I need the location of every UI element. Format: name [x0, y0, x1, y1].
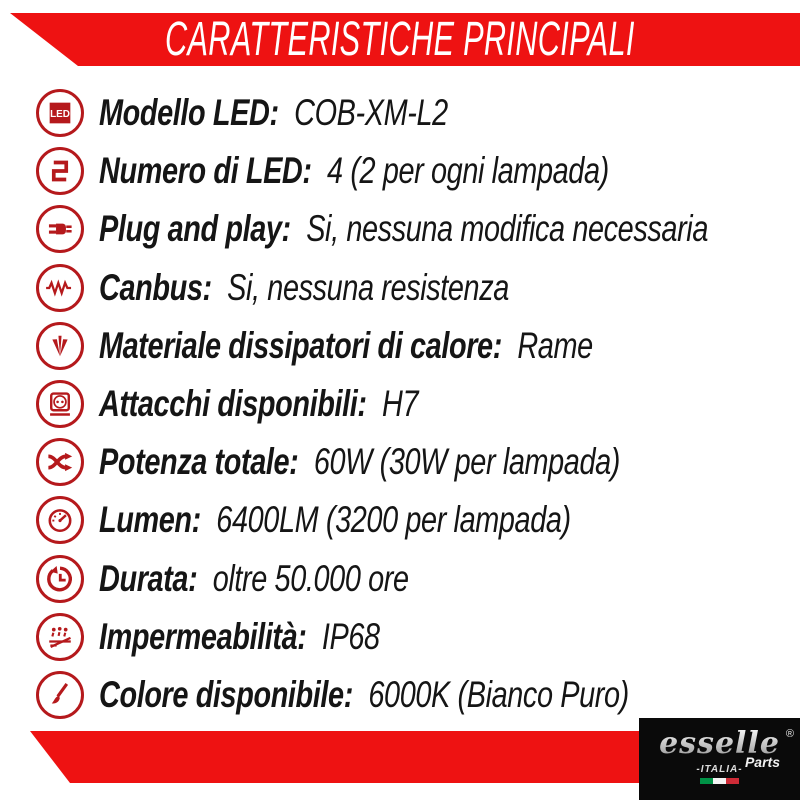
spec-value: Rame: [517, 324, 593, 366]
heatsink-icon: [36, 321, 84, 370]
brand-logo-box: esselle ® Parts -ITALIA-: [639, 718, 800, 800]
gauge-icon: [36, 496, 84, 545]
spec-label: Canbus:: [99, 266, 220, 308]
spec-row: Attacchi disponibili: H7: [36, 375, 800, 433]
water-drops-icon: [36, 612, 84, 661]
flag-white-stripe: [712, 778, 727, 784]
spec-row: Durata: oltre 50.000 ore: [36, 550, 800, 608]
spec-label: Attacchi disponibili:: [99, 383, 375, 425]
clock-history-icon: [36, 554, 84, 603]
registered-mark-icon: ®: [785, 728, 794, 740]
spec-label: Materiale dissipatori di calore:: [99, 324, 510, 366]
led-count-icon: [36, 147, 84, 196]
spec-row: Materiale dissipatori di calore: Rame: [36, 317, 800, 375]
header-ribbon: CARATTERISTICHE PRINCIPALI: [10, 13, 800, 66]
spec-label: Plug and play:: [99, 208, 299, 250]
flag-green-stripe: [699, 778, 713, 784]
spec-value: Si, nessuna resistenza: [227, 266, 509, 308]
canbus-resistor-icon: [36, 263, 84, 312]
svg-text:LED: LED: [50, 109, 70, 120]
spec-row: Numero di LED: 4 (2 per ogni lampada): [36, 142, 800, 200]
spec-label: Impermeabilità:: [99, 615, 315, 657]
spec-label: Lumen:: [99, 499, 209, 541]
spec-label: Potenza totale:: [99, 441, 307, 483]
brand-name: esselle: [639, 726, 800, 761]
spec-row: Lumen: 6400LM (3200 per lampada): [36, 491, 800, 549]
spec-value: oltre 50.000 ore: [212, 557, 409, 599]
spec-row: Colore disponibile: 6000K (Bianco Puro): [36, 666, 800, 724]
spec-value: H7: [382, 383, 419, 425]
brand-parts-label: Parts: [744, 754, 780, 770]
spec-row: Impermeabilità: IP68: [36, 608, 800, 666]
spec-label: Numero di LED:: [99, 150, 320, 192]
spec-value: Si, nessuna modifica necessaria: [306, 208, 708, 250]
plug-icon: [36, 205, 84, 254]
flag-red-stripe: [726, 778, 740, 784]
shuffle-arrows-icon: [36, 438, 84, 487]
paintbrush-icon: [36, 670, 84, 719]
spec-value: 60W (30W per lampada): [313, 441, 621, 483]
brand-country-label: -ITALIA-: [696, 764, 743, 775]
spec-list: LED Modello LED: COB-XM-L2 Numero di LED…: [36, 84, 800, 724]
spec-row: Canbus: Si, nessuna resistenza: [36, 259, 800, 317]
led-icon: LED: [36, 89, 84, 138]
spec-row: LED Modello LED: COB-XM-L2: [36, 84, 800, 142]
spec-value: 6000K (Bianco Puro): [368, 673, 629, 715]
spec-value: IP68: [321, 615, 380, 657]
spec-value: 6400LM (3200 per lampada): [216, 499, 571, 541]
spec-row: Plug and play: Si, nessuna modifica nece…: [36, 200, 800, 258]
page-title: CARATTERISTICHE PRINCIPALI: [164, 13, 635, 66]
spec-value: COB-XM-L2: [294, 92, 448, 134]
spec-value: 4 (2 per ogni lampada): [327, 150, 609, 192]
socket-icon: [36, 380, 84, 429]
spec-label: Durata:: [99, 557, 205, 599]
spec-label: Modello LED:: [99, 92, 287, 134]
spec-label: Colore disponibile:: [99, 673, 361, 715]
spec-row: Potenza totale: 60W (30W per lampada): [36, 433, 800, 491]
italy-flag-icon: [699, 778, 740, 784]
